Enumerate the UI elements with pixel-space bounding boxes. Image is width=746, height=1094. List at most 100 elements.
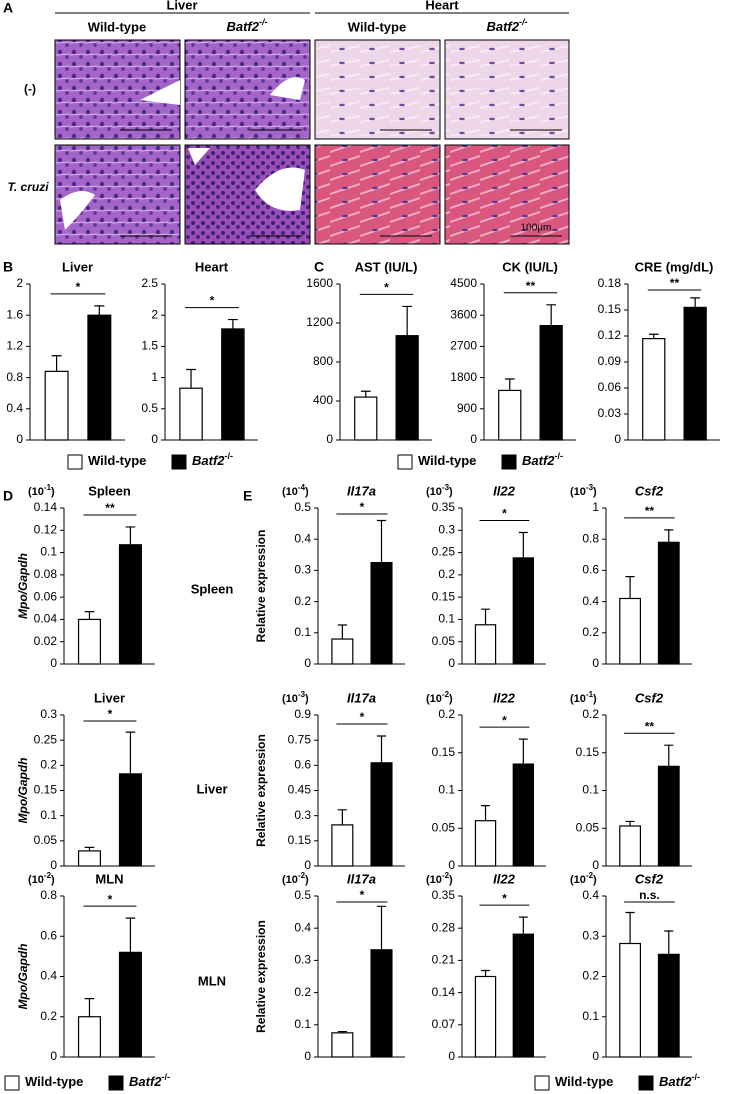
- significance-label: **: [526, 279, 536, 293]
- error-bar: [337, 809, 347, 825]
- y-axis-label: Mpo/Gapdh: [16, 553, 30, 619]
- y-tick-label: 0.3: [582, 928, 599, 942]
- significance-label: *: [502, 713, 507, 727]
- y-tick-label: 0.5: [141, 401, 158, 415]
- error-bar: [125, 917, 136, 953]
- bar: [77, 850, 101, 867]
- error-bar: [625, 576, 635, 599]
- y-tick-label: 0.35: [432, 888, 456, 902]
- y-tick-label: 0.6: [582, 563, 599, 577]
- vessel: [255, 167, 305, 211]
- scale-label: (10-3): [570, 483, 597, 498]
- y-tick-label: 0.12: [34, 522, 58, 536]
- y-axis-label: Relative expression: [254, 920, 268, 1033]
- y-tick-label: 0.4: [294, 531, 311, 545]
- y-tick-label: 0.02: [34, 634, 58, 648]
- tissue-header: Heart: [425, 0, 459, 12]
- bar: [474, 624, 497, 665]
- y-tick-label: 0.06: [34, 589, 58, 603]
- bar: [512, 557, 534, 665]
- y-tick-label: 0.25: [432, 545, 456, 559]
- y-tick-label: 0.2: [582, 625, 599, 639]
- y-tick-label: 0.1: [582, 783, 599, 797]
- legend-label: Wild-type: [555, 1074, 613, 1089]
- histology: 100μm Liver Heart Wild-type Wild-type Ba…: [7, 0, 570, 245]
- legend-label: Batf2-/-: [129, 1072, 170, 1089]
- bar: [354, 396, 378, 441]
- y-tick-label: 0.2: [40, 758, 57, 772]
- scale-label: (10-4): [282, 483, 309, 498]
- y-tick-label: 0.05: [576, 820, 600, 834]
- y-tick-label: 0.2: [294, 594, 311, 608]
- y-tick-label: 0.15: [432, 745, 456, 759]
- bar: [395, 335, 419, 441]
- legend-label: Batf2-/-: [659, 1072, 700, 1089]
- y-tick-label: 0.1: [294, 1017, 311, 1031]
- y-tick-label: 0.06: [598, 380, 622, 394]
- condition-label: (-): [24, 82, 36, 96]
- error-bar: [690, 297, 701, 308]
- bar: [77, 618, 101, 665]
- y-tick-label: 0: [470, 432, 477, 446]
- y-tick-label: 0.9: [294, 707, 311, 721]
- y-tick-label: 3600: [450, 307, 477, 321]
- bar: [44, 370, 69, 441]
- panel-label: D: [3, 488, 13, 504]
- error-bar: [376, 519, 387, 563]
- y-tick-label: 2700: [450, 339, 477, 353]
- significance-label: **: [645, 719, 655, 733]
- error-bar: [125, 731, 136, 774]
- bar: [331, 638, 354, 665]
- error-bar: [664, 529, 674, 543]
- panel-label: B: [3, 259, 13, 275]
- scale-label: (10-3): [426, 483, 453, 498]
- significance-label: *: [384, 281, 389, 295]
- y-tick-label: 0: [592, 656, 599, 670]
- chart-title: Spleen: [88, 483, 131, 498]
- legend-label: Batf2-/-: [192, 451, 233, 468]
- bar: [619, 825, 642, 867]
- y-tick-label: 0.5: [294, 888, 311, 902]
- legend-label: Wild-type: [25, 1074, 83, 1089]
- y-tick-label: 0: [592, 1049, 599, 1063]
- error-bar: [94, 305, 105, 316]
- chart-title: CRE (mg/dL): [635, 259, 714, 274]
- y-tick-label: 0: [592, 858, 599, 872]
- bar: [118, 544, 142, 665]
- significance-label: n.s.: [639, 888, 660, 902]
- error-bar: [518, 738, 528, 765]
- y-tick-label: 1.2: [6, 339, 23, 353]
- error-bar: [664, 744, 674, 767]
- panel-label: E: [243, 488, 252, 504]
- y-tick-label: 0: [50, 656, 57, 670]
- scale-label: (10-3): [282, 690, 309, 705]
- panel-label: C: [314, 259, 324, 275]
- y-tick-label: 1800: [450, 370, 477, 384]
- y-tick-label: 0: [304, 656, 311, 670]
- y-tick-label: 0.15: [598, 302, 622, 316]
- bar: [370, 561, 393, 665]
- bar: [512, 763, 534, 867]
- y-tick-label: 0.6: [294, 758, 311, 772]
- error-bar: [518, 531, 528, 558]
- error-bar: [402, 305, 413, 336]
- heart-ko-uninfected: [444, 39, 570, 140]
- y-tick-label: 0.8: [6, 370, 23, 384]
- y-tick-label: 0.4: [40, 969, 57, 983]
- significance-label: *: [360, 710, 365, 724]
- vessel: [140, 80, 180, 105]
- y-tick-label: 1600: [306, 276, 333, 290]
- tissue-header: Liver: [166, 0, 197, 12]
- y-tick-label: 0.2: [438, 567, 455, 581]
- panel-label: A: [3, 0, 13, 16]
- y-tick-label: 0.1: [582, 1009, 599, 1023]
- y-tick-label: 0.4: [582, 888, 599, 902]
- y-tick-label: 1.5: [141, 339, 158, 353]
- bar: [179, 387, 203, 441]
- y-tick-label: 0.4: [294, 920, 311, 934]
- y-tick-label: 2: [16, 276, 23, 290]
- y-tick-label: 2: [151, 307, 158, 321]
- y-tick-label: 0.15: [576, 745, 600, 759]
- y-tick-label: 0.2: [438, 707, 455, 721]
- y-tick-label: 0: [50, 1049, 57, 1063]
